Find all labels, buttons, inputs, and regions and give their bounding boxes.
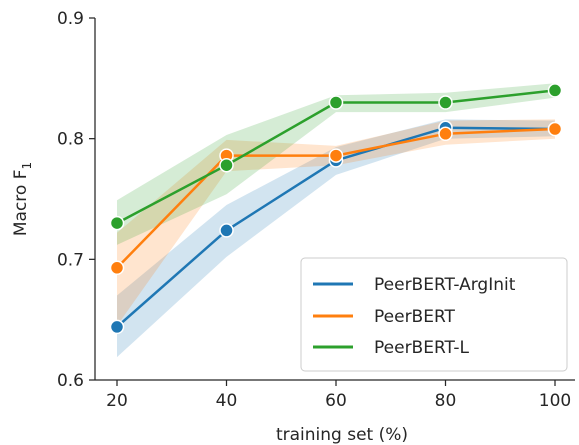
point-peerbert-100 <box>547 121 563 137</box>
point-peerbert-20 <box>109 260 125 276</box>
x-tick-label-60: 60 <box>325 391 347 411</box>
y-tick-label-0.7: 0.7 <box>57 250 84 270</box>
x-tick-label-100: 100 <box>539 391 571 411</box>
y-axis-label-main: Macro F <box>11 170 31 237</box>
point-peerbert-l-20 <box>109 215 125 231</box>
legend-label-peerbert: PeerBERT <box>374 307 456 327</box>
point-peerbert-l-40 <box>219 157 234 173</box>
legend: PeerBERT-ArgInit PeerBERT PeerBERT-L <box>300 257 568 372</box>
x-tick-label-40: 40 <box>216 391 238 411</box>
y-tick-label-0.8: 0.8 <box>57 130 84 150</box>
legend-label-peerbert-arginit: PeerBERT-ArgInit <box>374 275 516 295</box>
y-axis-label: Macro F1 <box>11 162 34 236</box>
point-peerbert-l-60 <box>328 95 344 110</box>
x-tick-label-80: 80 <box>435 391 457 411</box>
y-tick-label-0.9: 0.9 <box>57 9 84 29</box>
y-axis-ticks: 0.6 0.7 0.8 0.9 <box>57 9 95 391</box>
point-peerbert-arginit-40 <box>219 223 234 238</box>
legend-frame <box>300 257 568 372</box>
y-axis-label-subscript: 1 <box>20 162 34 170</box>
x-axis-ticks: 20 40 60 80 100 <box>106 380 571 411</box>
point-peerbert-80 <box>438 126 453 142</box>
x-axis-label: training set (%) <box>276 425 408 445</box>
x-tick-label-20: 20 <box>106 391 128 411</box>
point-peerbert-arginit-20 <box>109 319 125 335</box>
point-peerbert-60 <box>328 148 344 163</box>
y-tick-label-0.6: 0.6 <box>57 371 84 391</box>
band-peerbert-l <box>117 83 555 245</box>
legend-label-peerbert-l: PeerBERT-L <box>374 338 469 358</box>
point-peerbert-l-100 <box>547 83 563 98</box>
point-peerbert-l-80 <box>438 95 453 110</box>
series-markers <box>109 83 563 335</box>
